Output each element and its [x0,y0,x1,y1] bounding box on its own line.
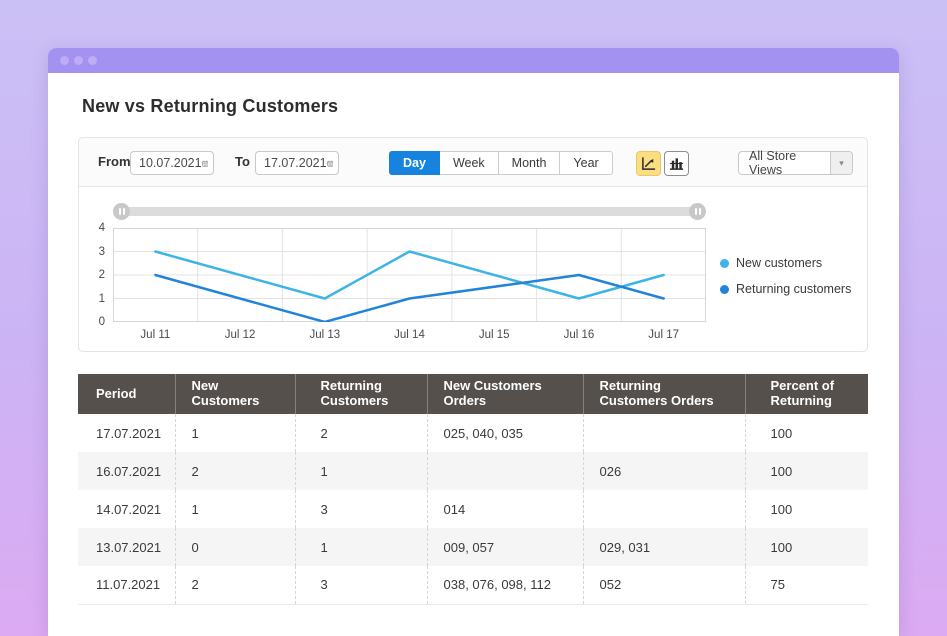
table-cell: 2 [175,452,295,490]
app-window: New vs Returning Customers From 10.07.20… [48,48,899,636]
column-header: Returning Customers [295,374,427,414]
y-tick-label: 0 [79,314,105,330]
table-cell: 75 [745,566,868,604]
table-cell: 3 [295,490,427,528]
period-segmented-control: DayWeekMonthYear [389,151,613,175]
to-label: To [235,154,250,169]
from-date-input[interactable]: 10.07.2021 [130,151,214,175]
customers-report-table: PeriodNew CustomersReturning CustomersNe… [78,374,868,605]
table-cell: 1 [295,528,427,566]
period-button-day[interactable]: Day [389,151,440,175]
table-cell: 029, 031 [583,528,745,566]
table-cell: 026 [583,452,745,490]
table-cell: 100 [745,528,868,566]
x-tick-label: Jul 17 [622,327,706,343]
legend-dot-icon [720,259,729,268]
table-cell: 16.07.2021 [78,452,175,490]
table-body: 17.07.202112025, 040, 03510016.07.202121… [78,414,868,604]
column-header: New Customers Orders [427,374,583,414]
store-views-value: All Store Views [739,152,830,174]
line-chart-icon [641,156,656,171]
page-title: New vs Returning Customers [82,96,338,117]
table-cell [427,452,583,490]
legend-item: Returning customers [720,282,851,296]
table-cell: 1 [175,414,295,452]
bar-chart-toggle-button[interactable] [664,151,689,176]
legend-label: Returning customers [736,282,851,296]
store-views-dropdown[interactable]: All Store Views ▾ [738,151,853,175]
filter-toolbar: From 10.07.2021 To 17.07.2021 [79,138,867,187]
table-header-row: PeriodNew CustomersReturning CustomersNe… [78,374,868,414]
from-label: From [98,154,131,169]
table-cell: 052 [583,566,745,604]
table-cell: 11.07.2021 [78,566,175,604]
table-cell: 025, 040, 035 [427,414,583,452]
table-cell: 100 [745,414,868,452]
report-panel: From 10.07.2021 To 17.07.2021 [78,137,868,352]
x-tick-label: Jul 15 [452,327,536,343]
x-axis-labels: Jul 11Jul 12Jul 13Jul 14Jul 15Jul 16Jul … [113,327,706,343]
y-axis-labels: 0 1 2 3 4 [79,187,105,352]
table-cell: 13.07.2021 [78,528,175,566]
window-titlebar [48,48,899,73]
table-cell: 14.07.2021 [78,490,175,528]
chart-area: 01234 Jul 11Jul 12Jul 13Jul 14Jul 15Jul … [79,187,867,352]
period-button-year[interactable]: Year [560,151,612,175]
column-header: Period [78,374,175,414]
x-tick-label: Jul 13 [283,327,367,343]
from-date-value: 10.07.2021 [139,156,202,170]
window-dot-icon[interactable] [60,56,69,65]
calendar-icon[interactable] [327,157,333,170]
column-header: Returning Customers Orders [583,374,745,414]
table-cell: 1 [175,490,295,528]
table-cell: 100 [745,490,868,528]
period-button-week[interactable]: Week [440,151,499,175]
y-tick-label: 4 [79,220,105,236]
x-tick-label: Jul 11 [113,327,197,343]
table-row: 17.07.202112025, 040, 035 100 [78,414,868,452]
column-header: Percent of Returning [745,374,868,414]
chevron-down-icon[interactable]: ▾ [830,152,852,174]
table-cell: 2 [175,566,295,604]
range-slider-right-handle[interactable] [689,203,706,220]
legend-label: New customers [736,256,822,270]
y-tick-label: 3 [79,244,105,260]
period-button-month[interactable]: Month [499,151,561,175]
table-cell: 1 [295,452,427,490]
table-cell: 17.07.2021 [78,414,175,452]
line-chart-plot[interactable] [113,228,706,322]
line-chart-toggle-button[interactable] [636,151,661,176]
y-tick-label: 1 [79,291,105,307]
table-cell [583,414,745,452]
table-cell: 038, 076, 098, 112 [427,566,583,604]
table-cell: 014 [427,490,583,528]
x-tick-label: Jul 16 [537,327,621,343]
calendar-icon[interactable] [202,157,208,170]
table-row: 11.07.202123038, 076, 098, 11205275 [78,566,868,604]
bar-chart-icon [669,156,684,171]
table-cell: 100 [745,452,868,490]
table-row: 16.07.202121 026100 [78,452,868,490]
table-row: 13.07.202101009, 057029, 031100 [78,528,868,566]
to-date-value: 17.07.2021 [264,156,327,170]
x-tick-label: Jul 14 [368,327,452,343]
to-date-input[interactable]: 17.07.2021 [255,151,339,175]
table-cell: 2 [295,414,427,452]
window-dot-icon[interactable] [88,56,97,65]
range-slider-track[interactable] [114,207,706,216]
range-slider-left-handle[interactable] [113,203,130,220]
table-cell: 009, 057 [427,528,583,566]
table-row: 14.07.202113014 100 [78,490,868,528]
x-tick-label: Jul 12 [198,327,282,343]
window-dot-icon[interactable] [74,56,83,65]
table-cell [583,490,745,528]
legend-dot-icon [720,285,729,294]
table-cell: 0 [175,528,295,566]
table-cell: 3 [295,566,427,604]
legend-item: New customers [720,256,822,270]
column-header: New Customers [175,374,295,414]
y-tick-label: 2 [79,267,105,283]
